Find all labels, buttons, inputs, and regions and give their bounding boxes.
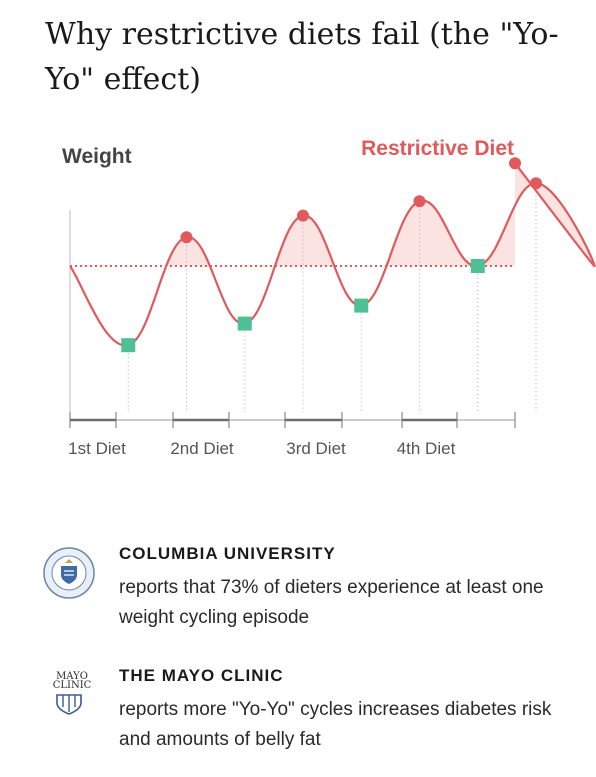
peak-point xyxy=(530,177,542,190)
trough-point xyxy=(470,259,485,273)
area-above-baseline xyxy=(70,163,595,266)
x-tick-label: 2nd Diet xyxy=(170,439,234,458)
mayo-clinic-logo-text: MAYO CLINIC xyxy=(52,671,92,691)
trough-point xyxy=(354,298,369,313)
mayo-clinic-shield-icon: MAYO CLINIC xyxy=(42,668,102,728)
source-name: THE MAYO CLINIC xyxy=(119,666,284,685)
source-description: reports that 73% of dieters experience a… xyxy=(119,577,544,628)
peak-point xyxy=(297,209,309,222)
trough-point xyxy=(121,338,136,353)
trough-point xyxy=(237,316,252,331)
peak-point xyxy=(180,231,193,244)
y-axis-label: Weight xyxy=(62,145,132,168)
x-tick-label: 1st Diet xyxy=(68,439,126,458)
source-name: COLUMBIA UNIVERSITY xyxy=(119,544,336,563)
source-description: reports more "Yo-Yo" cycles increases di… xyxy=(119,699,552,750)
x-tick-label: 4th Diet xyxy=(397,439,456,458)
columbia-seal-icon xyxy=(42,546,102,606)
peak-point xyxy=(413,195,426,208)
yo-yo-chart: 1st Diet 2nd Diet 3rd Diet 4th Diet Weight Re… xyxy=(62,137,596,458)
series-label: Restrictive Diet xyxy=(361,137,514,160)
peak-point xyxy=(509,157,521,170)
headline: Why restrictive diets fail (the "Yo-Yo" … xyxy=(45,17,559,97)
x-tick-label: 3rd Diet xyxy=(286,439,346,458)
